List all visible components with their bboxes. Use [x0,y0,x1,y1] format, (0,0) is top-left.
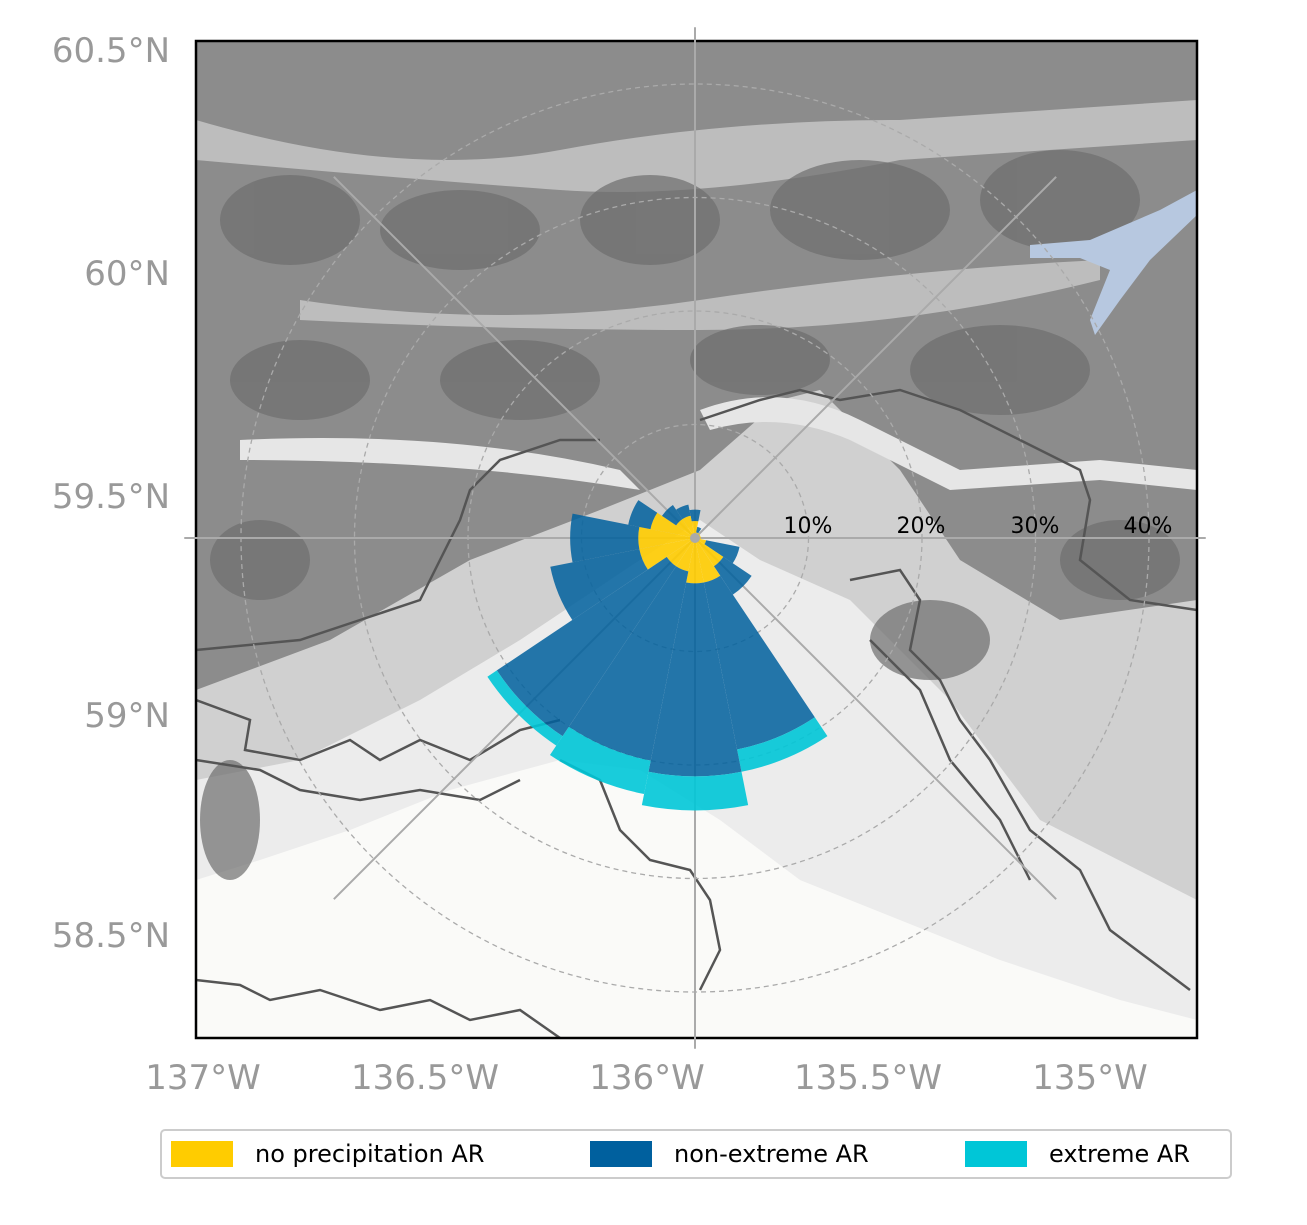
lat-tick-label: 60.5°N [52,31,170,71]
legend-item-extreme: extreme AR [965,1140,1190,1168]
legend-label: non-extreme AR [674,1140,869,1168]
ring-label-30: 30% [1011,514,1060,539]
rose-bar-extreme-S [641,771,749,811]
lat-tick-label: 59.5°N [52,477,170,517]
rose-bar-no-precip-NW [676,519,695,538]
polar-grid [184,27,1206,1049]
rose-bar-no-precip-SE [695,538,724,567]
rose-bar-no-precip-N [691,520,699,538]
legend-swatch-non-extreme [590,1141,652,1167]
lat-tick-label: 58.5°N [52,916,170,956]
ring-label-20: 20% [897,514,946,539]
legend-swatch-no-precipitation [171,1141,233,1167]
rose-bar-non-extreme-NNE [696,526,702,534]
rose-bar-no-precip-WNW [650,512,695,538]
legend-item-non-extreme: non-extreme AR [590,1140,869,1168]
rose-bar-non-extreme-SSE [703,575,815,750]
ring-labels: 10% 20% 30% 40% [784,514,1173,539]
legend-label: no precipitation AR [255,1140,485,1168]
rose-bar-extreme-SW [487,670,563,746]
rose-bar-no-precip-SW [666,538,695,567]
rose-bar-extreme-SSE [737,717,828,772]
rose-bar-non-extreme-S [648,582,742,777]
legend-swatch-extreme [965,1141,1027,1167]
rose-bar-no-precip-SSE [695,538,721,583]
rose-bar-non-extreme-NNW [676,504,691,520]
grid-spoke [694,537,1057,900]
wind-rose-bars [487,500,828,811]
rose-bar-non-extreme-N [689,509,701,522]
rose-bar-non-extreme-WNW [628,500,658,530]
lon-tick-label: 135.5°W [794,1058,942,1098]
grid-spoke [333,176,696,539]
rose-bar-no-precip-SSW [676,538,695,572]
rose-center [690,533,700,543]
rose-bar-no-precip-S [686,538,704,584]
lon-tick-label: 137°W [145,1058,261,1098]
lon-tick-label: 136°W [589,1058,705,1098]
legend-label: extreme AR [1049,1140,1190,1168]
rose-bar-no-precip-WSW [639,538,695,570]
ring-label-40: 40% [1124,514,1173,539]
legend-item-no-precipitation: no precipitation AR [171,1140,484,1168]
rose-bar-non-extreme-SW [496,556,677,737]
lat-axis: 60.5°N 60°N 59.5°N 59°N 58.5°N [52,31,170,956]
legend: no precipitation AR non-extreme AR extre… [160,1129,1232,1179]
lon-axis: 137°W 136.5°W 136°W 135.5°W 135°W [145,1058,1148,1098]
rose-bar-non-extreme-W [570,513,640,563]
rose-bar-non-extreme-SE [713,556,752,595]
rose-bar-non-extreme-SSW [568,566,689,761]
map-frame [194,39,1199,1040]
rose-bar-no-precip-NNW [682,515,695,538]
rose-bar-non-extreme-NW [661,504,683,526]
rose-bar-no-precip-W [638,526,695,550]
rose-bar-non-extreme-ESE [704,540,740,564]
lat-tick-label: 60°N [84,254,170,294]
lat-tick-label: 59°N [84,696,170,736]
rose-bar-non-extreme-WSW [550,549,648,620]
lon-tick-label: 136.5°W [351,1058,499,1098]
ring-label-10: 10% [784,514,833,539]
rose-bar-extreme-SSW [549,726,651,795]
grid-spoke [694,176,1057,539]
lon-tick-label: 135°W [1032,1058,1148,1098]
